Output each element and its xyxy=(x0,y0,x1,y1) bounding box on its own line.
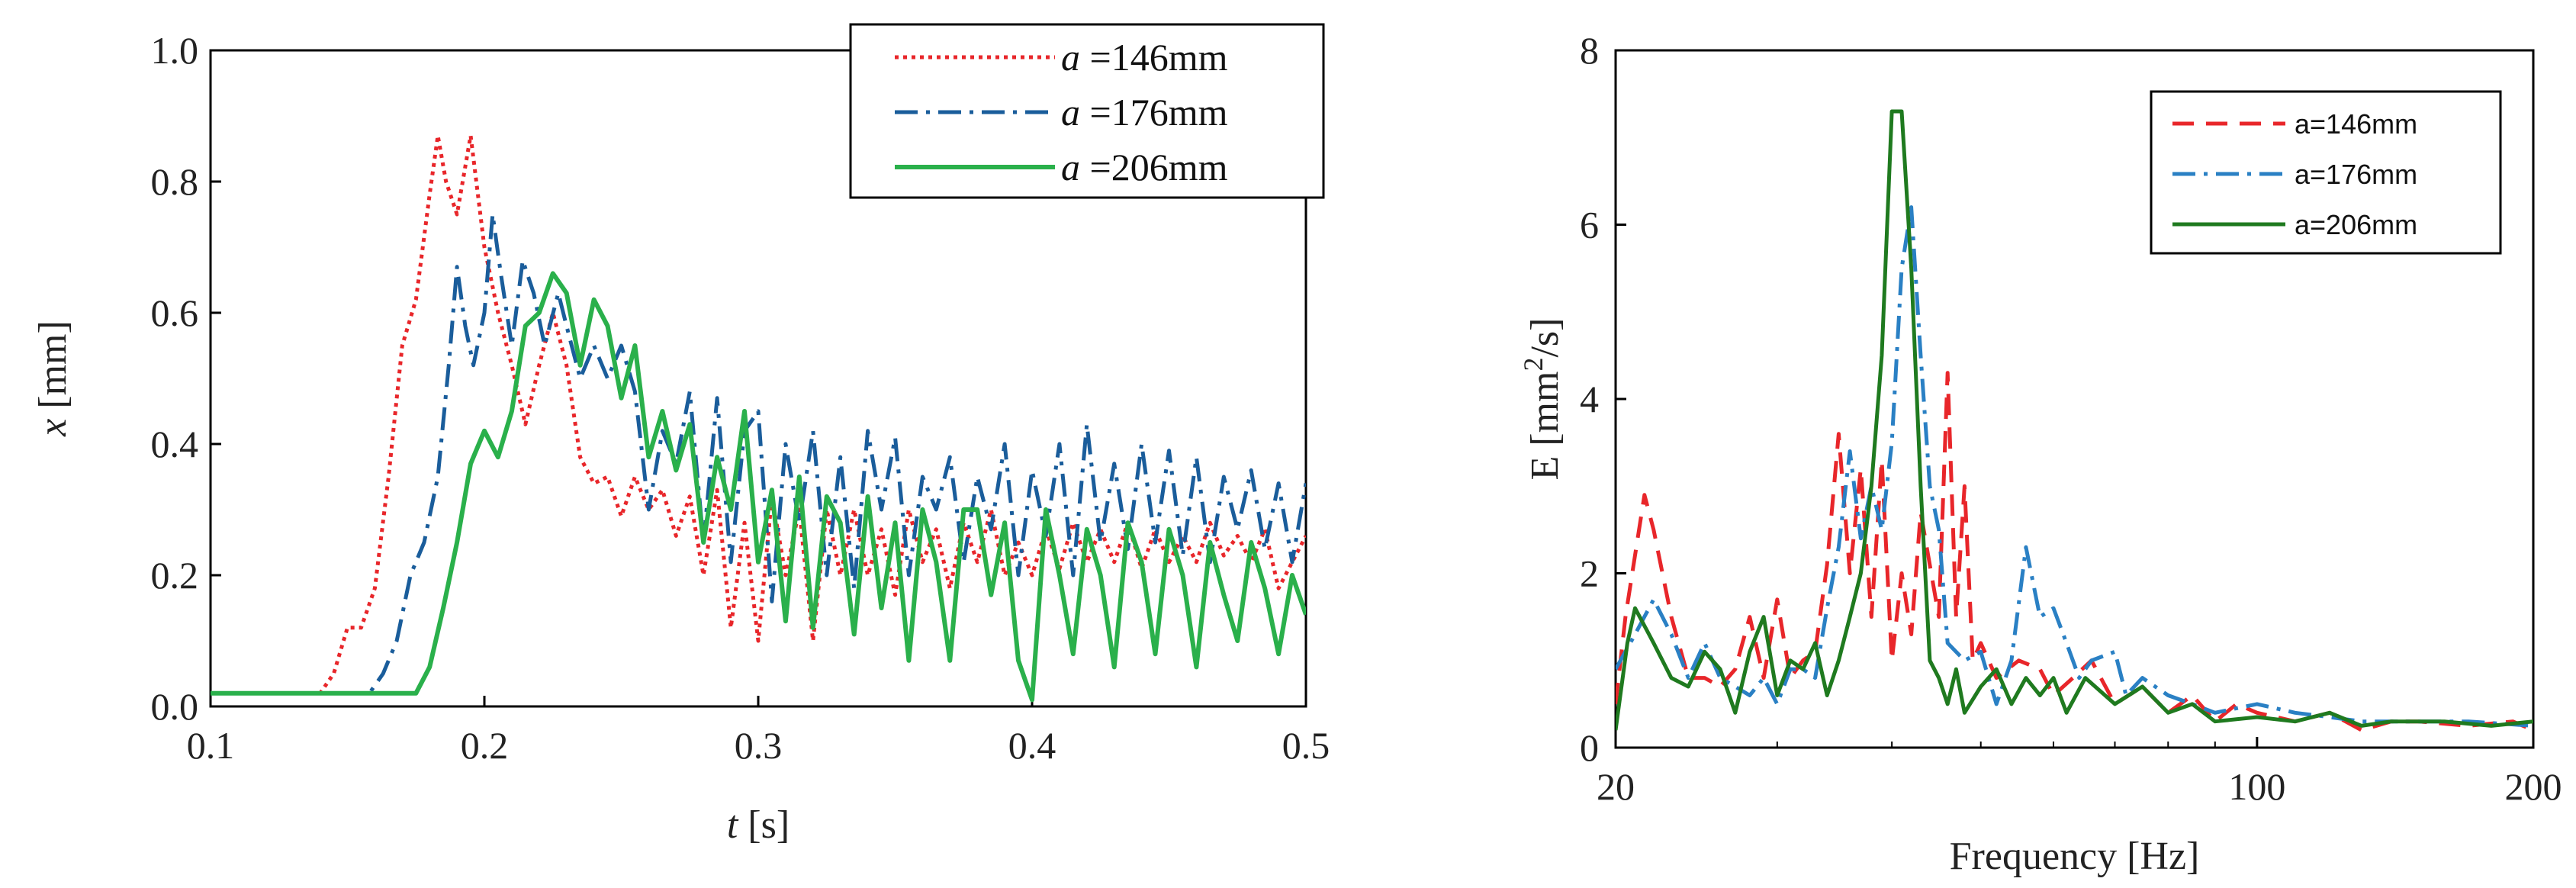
left-y-tick-label: 0.8 xyxy=(151,160,199,203)
right-legend-label-2: a=176mm xyxy=(2295,159,2417,190)
left-y-tick-label: 0.4 xyxy=(151,423,199,465)
left-y-tick-label: 0.6 xyxy=(151,291,199,334)
right-legend-label-1: a=146mm xyxy=(2295,108,2417,140)
left-legend-label-2: a =176mm xyxy=(1061,91,1228,134)
left-legend: a =146mm a =176mm a =206mm xyxy=(849,23,1325,199)
left-x-tick-label: 0.5 xyxy=(1282,724,1330,767)
right-y-axis-label: E [mm2/s] xyxy=(1518,318,1567,481)
left-series-line-3 xyxy=(211,271,1306,703)
left-legend-label-3: a =206mm xyxy=(1061,146,1228,188)
left-x-tick-label: 0.3 xyxy=(735,724,783,767)
left-y-axis-label: x [mm] xyxy=(31,320,75,437)
right-y-tick-label: 4 xyxy=(1580,378,1599,420)
left-x-tick-label: 0.1 xyxy=(187,724,235,767)
left-x-tick-label: 0.2 xyxy=(461,724,509,767)
right-series-line-3 xyxy=(1616,109,2533,731)
left-chart: 0.1 0.2 0.3 0.4 0.5 0.0 0.2 0.4 0.6 0.8 1.0 t [s] x … xyxy=(31,23,1330,847)
right-x-tick-label: 20 xyxy=(1597,765,1635,808)
left-legend-label-1: a =146mm xyxy=(1061,36,1228,79)
left-y-tick-label: 1.0 xyxy=(151,29,199,72)
right-legend: a=146mm a=176mm a=206mm xyxy=(2150,90,2502,255)
right-series-line-1 xyxy=(1616,371,2533,732)
right-legend-box xyxy=(2150,90,2502,255)
left-y-tick-label: 0.0 xyxy=(151,685,199,728)
right-x-axis-label: Frequency [Hz] xyxy=(1950,835,2200,878)
right-y-tick-label: 6 xyxy=(1580,204,1599,246)
right-chart: 20 100 200 0 2 4 6 8 Frequency [Hz] E [mm2/s] a=14… xyxy=(1518,29,2562,878)
right-x-tick-label: 100 xyxy=(2228,765,2285,808)
left-x-axis-label: t [s] xyxy=(727,803,790,847)
left-series-line-1 xyxy=(211,134,1306,696)
right-y-tick-label: 8 xyxy=(1580,29,1599,72)
left-x-tick-label: 0.4 xyxy=(1008,724,1056,767)
right-series-line-2 xyxy=(1616,205,2533,728)
right-legend-label-3: a=206mm xyxy=(2295,209,2417,240)
right-series-group xyxy=(1616,109,2533,732)
left-y-tick-label: 0.2 xyxy=(151,554,199,597)
right-y-tick-label: 2 xyxy=(1580,552,1599,595)
right-y-tick-label: 0 xyxy=(1580,726,1599,769)
left-series-group xyxy=(211,134,1306,703)
left-series-line-2 xyxy=(211,212,1306,696)
right-x-tick-label: 200 xyxy=(2505,765,2562,808)
